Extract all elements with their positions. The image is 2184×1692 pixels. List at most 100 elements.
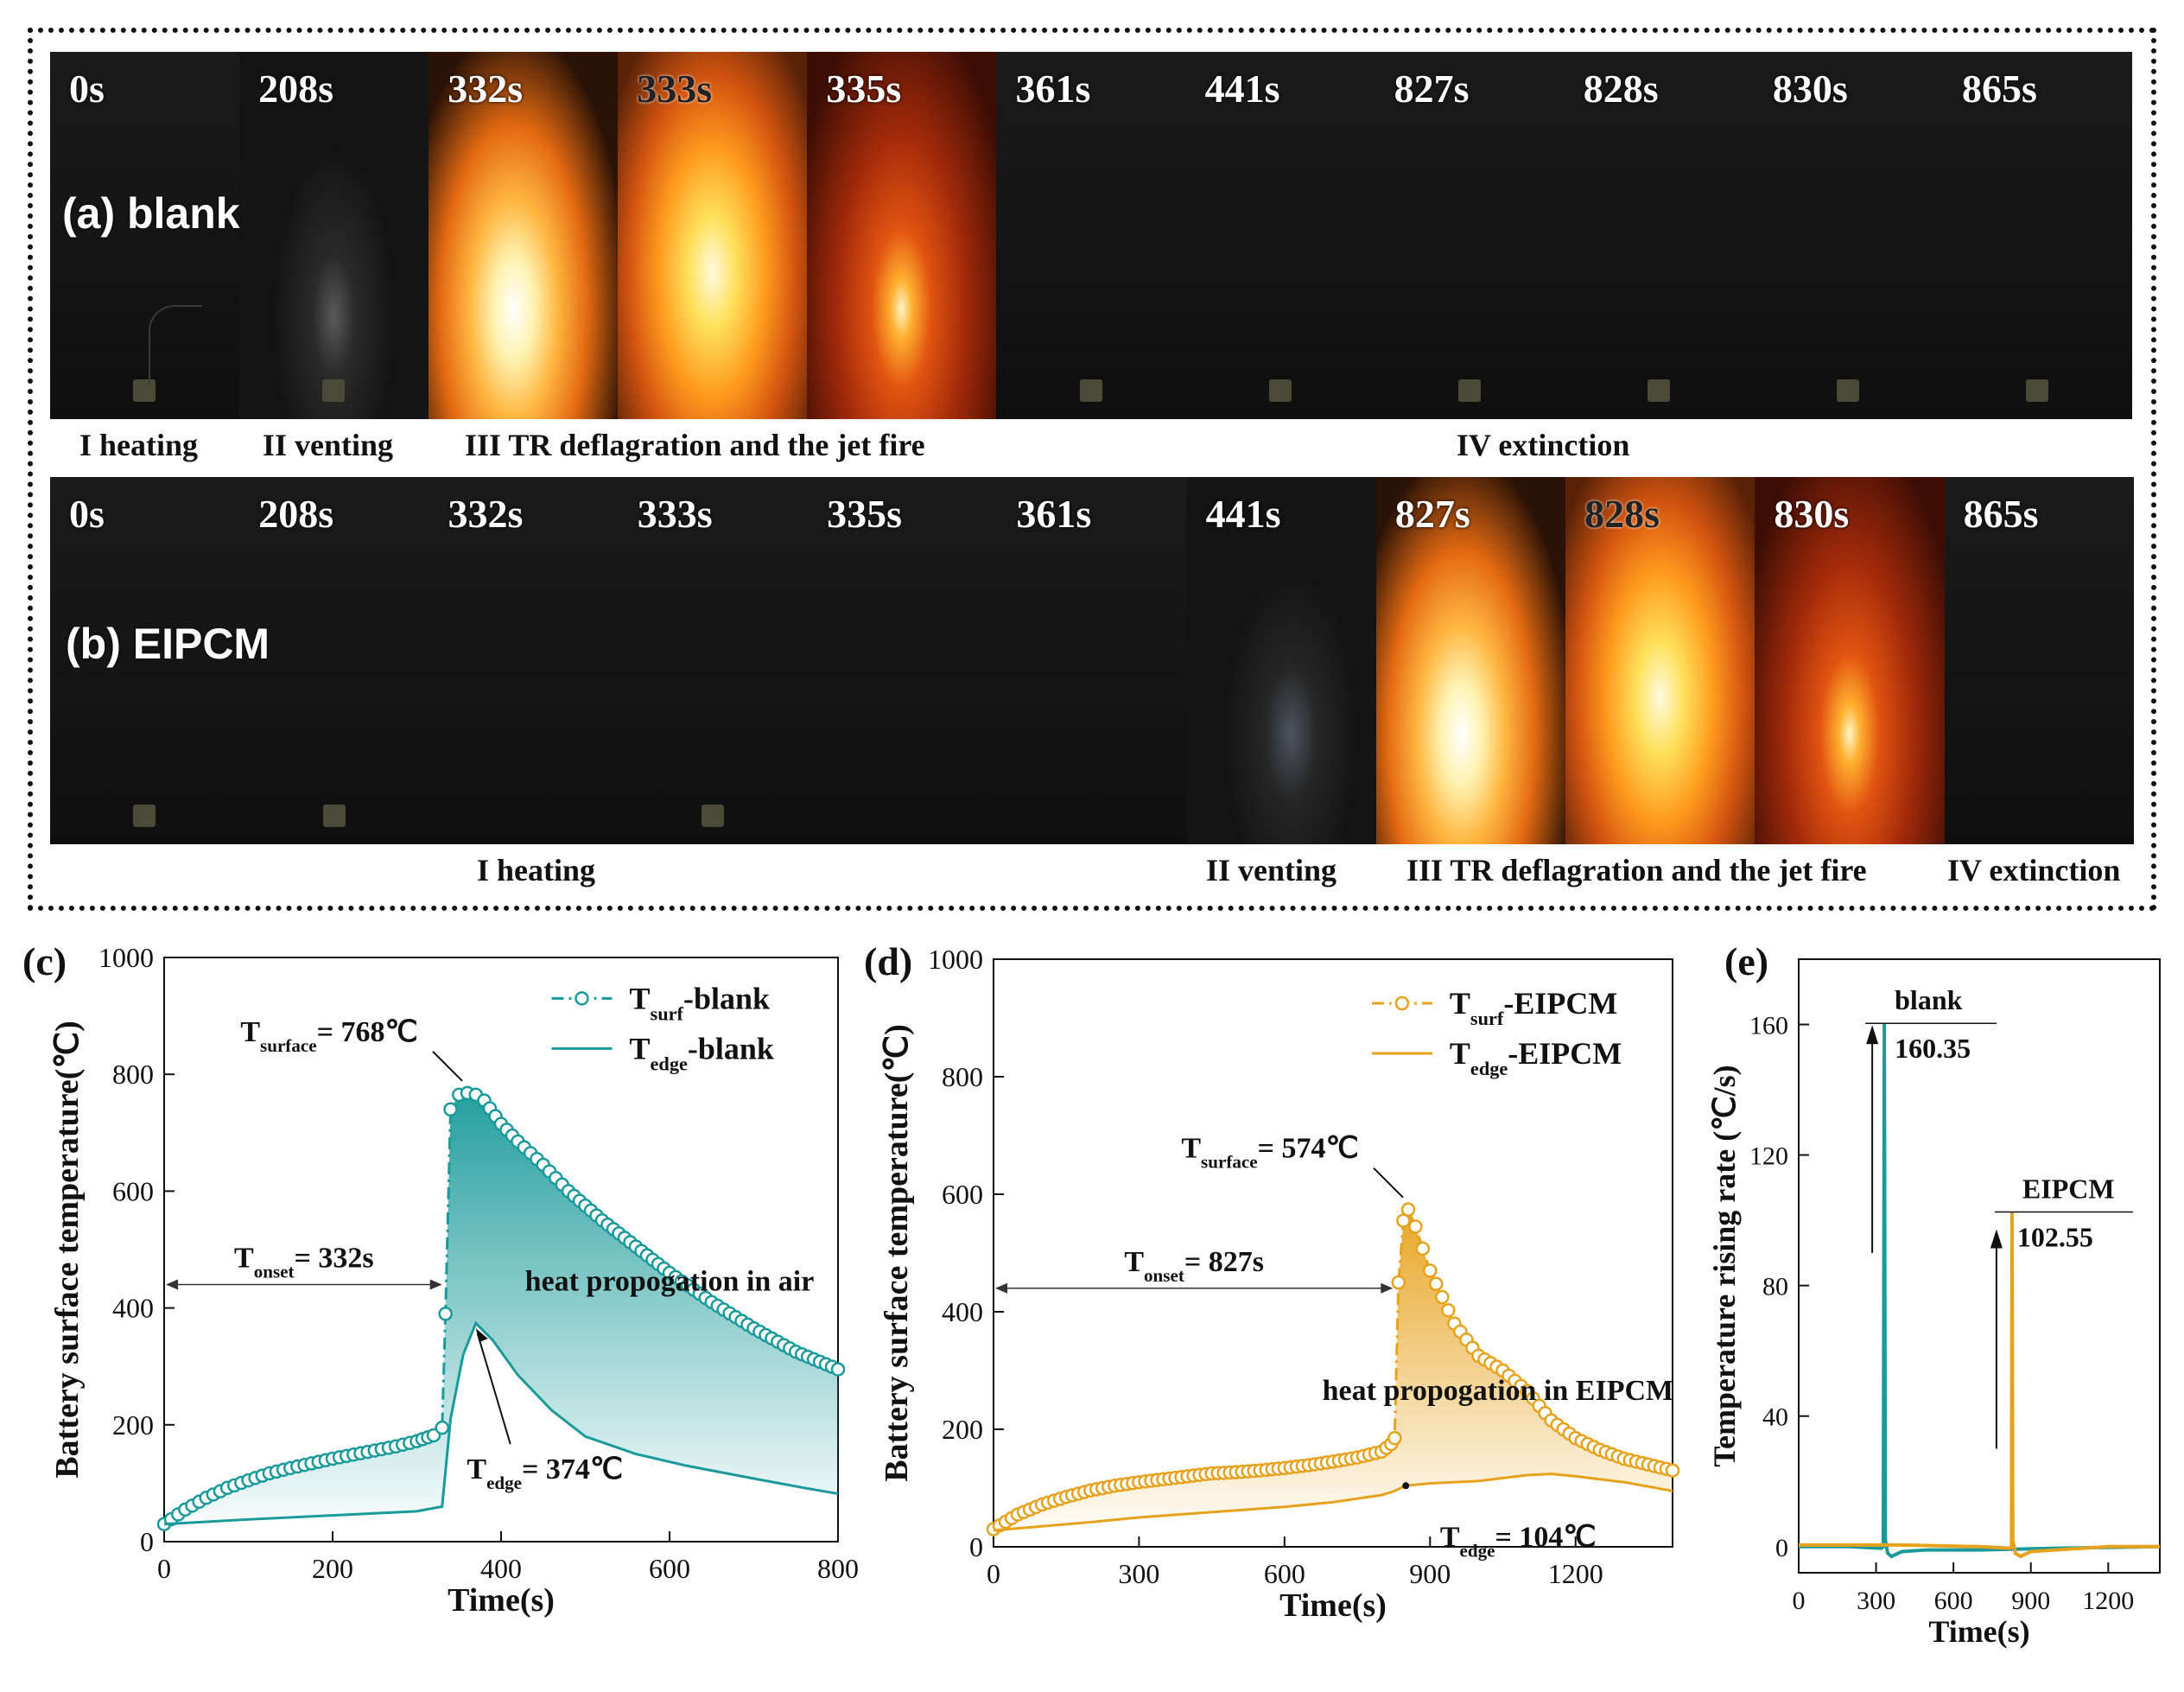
peak-pointer: [432, 1051, 463, 1082]
frame-time: 361s: [1016, 492, 1092, 536]
rate-line-blank: [1799, 1023, 2161, 1559]
frame-a-9: 830s: [1753, 52, 1943, 419]
frame-time: 335s: [826, 67, 902, 111]
frame-time: 335s: [827, 492, 902, 536]
legend-label-edge: Tedge-blank: [630, 1031, 774, 1074]
panel-letter-d: (d): [864, 939, 913, 983]
frame-time: 441s: [1205, 492, 1281, 536]
surf-marker: [1423, 1263, 1438, 1278]
x-tick-label: 400: [480, 1553, 522, 1584]
frame-b-5: 361s: [997, 477, 1187, 844]
y-axis-label: Battery surface temperature(℃): [49, 1021, 86, 1478]
battery-cell: [1458, 379, 1482, 402]
y-tick-label: 1000: [928, 944, 983, 975]
row-a-label: (a) blank: [62, 189, 240, 238]
x-tick-label: 300: [1118, 1558, 1159, 1589]
x-tick-label: 900: [2011, 1587, 2050, 1615]
surf-marker: [1408, 1219, 1423, 1234]
chart-c: 0 200 400 600 800 0 200 400 600 800 1000 Time(s) Bat…: [49, 942, 859, 1619]
x-tick-label: 200: [312, 1553, 353, 1584]
plot-frame: [1798, 958, 2161, 1574]
y-tick-label: 400: [942, 1296, 983, 1327]
peak-label: Tsurface= 768℃: [240, 1016, 417, 1056]
frame-a-10: 865s: [1942, 52, 2133, 419]
frame-time: 827s: [1394, 492, 1470, 536]
y-axis-label: Temperature rising rate (℃/s): [1707, 1065, 1742, 1466]
x-axis-label: Time(s): [1928, 1614, 2029, 1649]
frame-a-4: 335s: [807, 52, 997, 419]
frame-a-2: 332s: [429, 52, 619, 419]
frame-time: 0s: [69, 492, 105, 536]
frame-time: 828s: [1584, 492, 1660, 536]
y-tick-label: 200: [112, 1409, 154, 1441]
onset-arrowhead-right: [429, 1279, 442, 1290]
frame-a-3: 333s: [618, 52, 808, 419]
battery-cell: [1648, 379, 1671, 402]
surf-marker: [1415, 1241, 1431, 1256]
phase-b-deflagration: III TR deflagration and the jet fire: [1406, 853, 1867, 887]
y-tick-label: 80: [1762, 1273, 1788, 1301]
x-tick-label: 800: [817, 1553, 859, 1584]
surf-marker: [435, 1420, 449, 1435]
legend-marker-surf: [575, 991, 589, 1006]
heat-region-fill: [164, 1092, 838, 1524]
x-tick-label: 300: [1857, 1587, 1895, 1615]
frame-b-3: 333s: [618, 477, 809, 844]
phase-b-heating: I heating: [477, 853, 596, 887]
y-tick-label: 160: [1749, 1012, 1788, 1040]
y-tick-label: 400: [112, 1293, 154, 1324]
y-tick-label: 0: [140, 1526, 154, 1557]
frame-b-9: 830s: [1755, 477, 1945, 844]
y-axis-label: Battery surface temperature(℃): [879, 1024, 915, 1481]
y-tick-label: 800: [942, 1061, 983, 1092]
frame-time: 830s: [1772, 67, 1848, 111]
surf-marker: [1387, 1430, 1402, 1446]
frame-b-7: 827s: [1375, 477, 1566, 844]
frame-b-0: 0s: [50, 477, 240, 844]
frame-a-6: 441s: [1185, 52, 1375, 419]
legend-label-surf: Tsurf-EIPCM: [1450, 986, 1617, 1029]
chart-d: 0 300 600 900 1200 0 200 400 600 800 1000 Time(s) Ba…: [879, 944, 1680, 1624]
onset-arrowhead-left: [166, 1279, 178, 1290]
panel-letter-c: (c): [22, 939, 67, 983]
frame-time: 828s: [1583, 67, 1659, 111]
y-tick-label: 0: [1775, 1534, 1788, 1562]
surf-marker: [1391, 1275, 1406, 1290]
legend-marker-surf: [1394, 995, 1410, 1011]
phase-a-heating: I heating: [79, 428, 199, 462]
frame-b-6: 441s: [1186, 477, 1376, 844]
eipcm-label: EIPCM: [2022, 1173, 2115, 1204]
onset-arrowhead-right: [1381, 1282, 1394, 1294]
battery-cell: [133, 805, 156, 827]
y-tick-label: 1000: [98, 942, 154, 973]
frame-time: 208s: [258, 67, 333, 111]
onset-label: Tonset= 332s: [234, 1243, 374, 1282]
phase-b-extinction: IV extinction: [1947, 853, 2121, 887]
y-tick-label: 200: [942, 1414, 983, 1445]
frame-time: 333s: [637, 492, 713, 536]
surf-marker: [1400, 1202, 1416, 1217]
region-label: heat propogation in EIPCM: [1323, 1375, 1673, 1407]
x-tick-label: 1200: [1548, 1558, 1603, 1589]
frame-b-1: 208s: [239, 477, 429, 844]
eipcm-arrowhead: [1990, 1229, 2003, 1249]
rate-line-eipcm: [1799, 1212, 2160, 1559]
surf-marker: [1435, 1289, 1450, 1305]
frame-b-2: 332s: [429, 477, 619, 844]
frame-time: 0s: [69, 67, 105, 111]
frame-a-7: 827s: [1375, 52, 1565, 419]
battery-cell: [1079, 379, 1102, 402]
edge-pointer: [476, 1333, 511, 1445]
surf-marker: [1665, 1463, 1680, 1478]
frame-b-8: 828s: [1565, 477, 1755, 844]
eipcm-value: 102.55: [2017, 1221, 2093, 1252]
frame-b-4: 335s: [808, 477, 998, 844]
y-tick-label: 120: [1749, 1142, 1788, 1171]
onset-arrowhead-left: [995, 1282, 1007, 1294]
frame-time: 208s: [258, 492, 334, 536]
frame-time: 361s: [1015, 67, 1091, 111]
surf-marker: [443, 1102, 458, 1117]
frame-b-10: 865s: [1944, 477, 2134, 844]
surf-marker: [1429, 1276, 1444, 1291]
legend-label-edge: Tedge-EIPCM: [1450, 1036, 1622, 1079]
